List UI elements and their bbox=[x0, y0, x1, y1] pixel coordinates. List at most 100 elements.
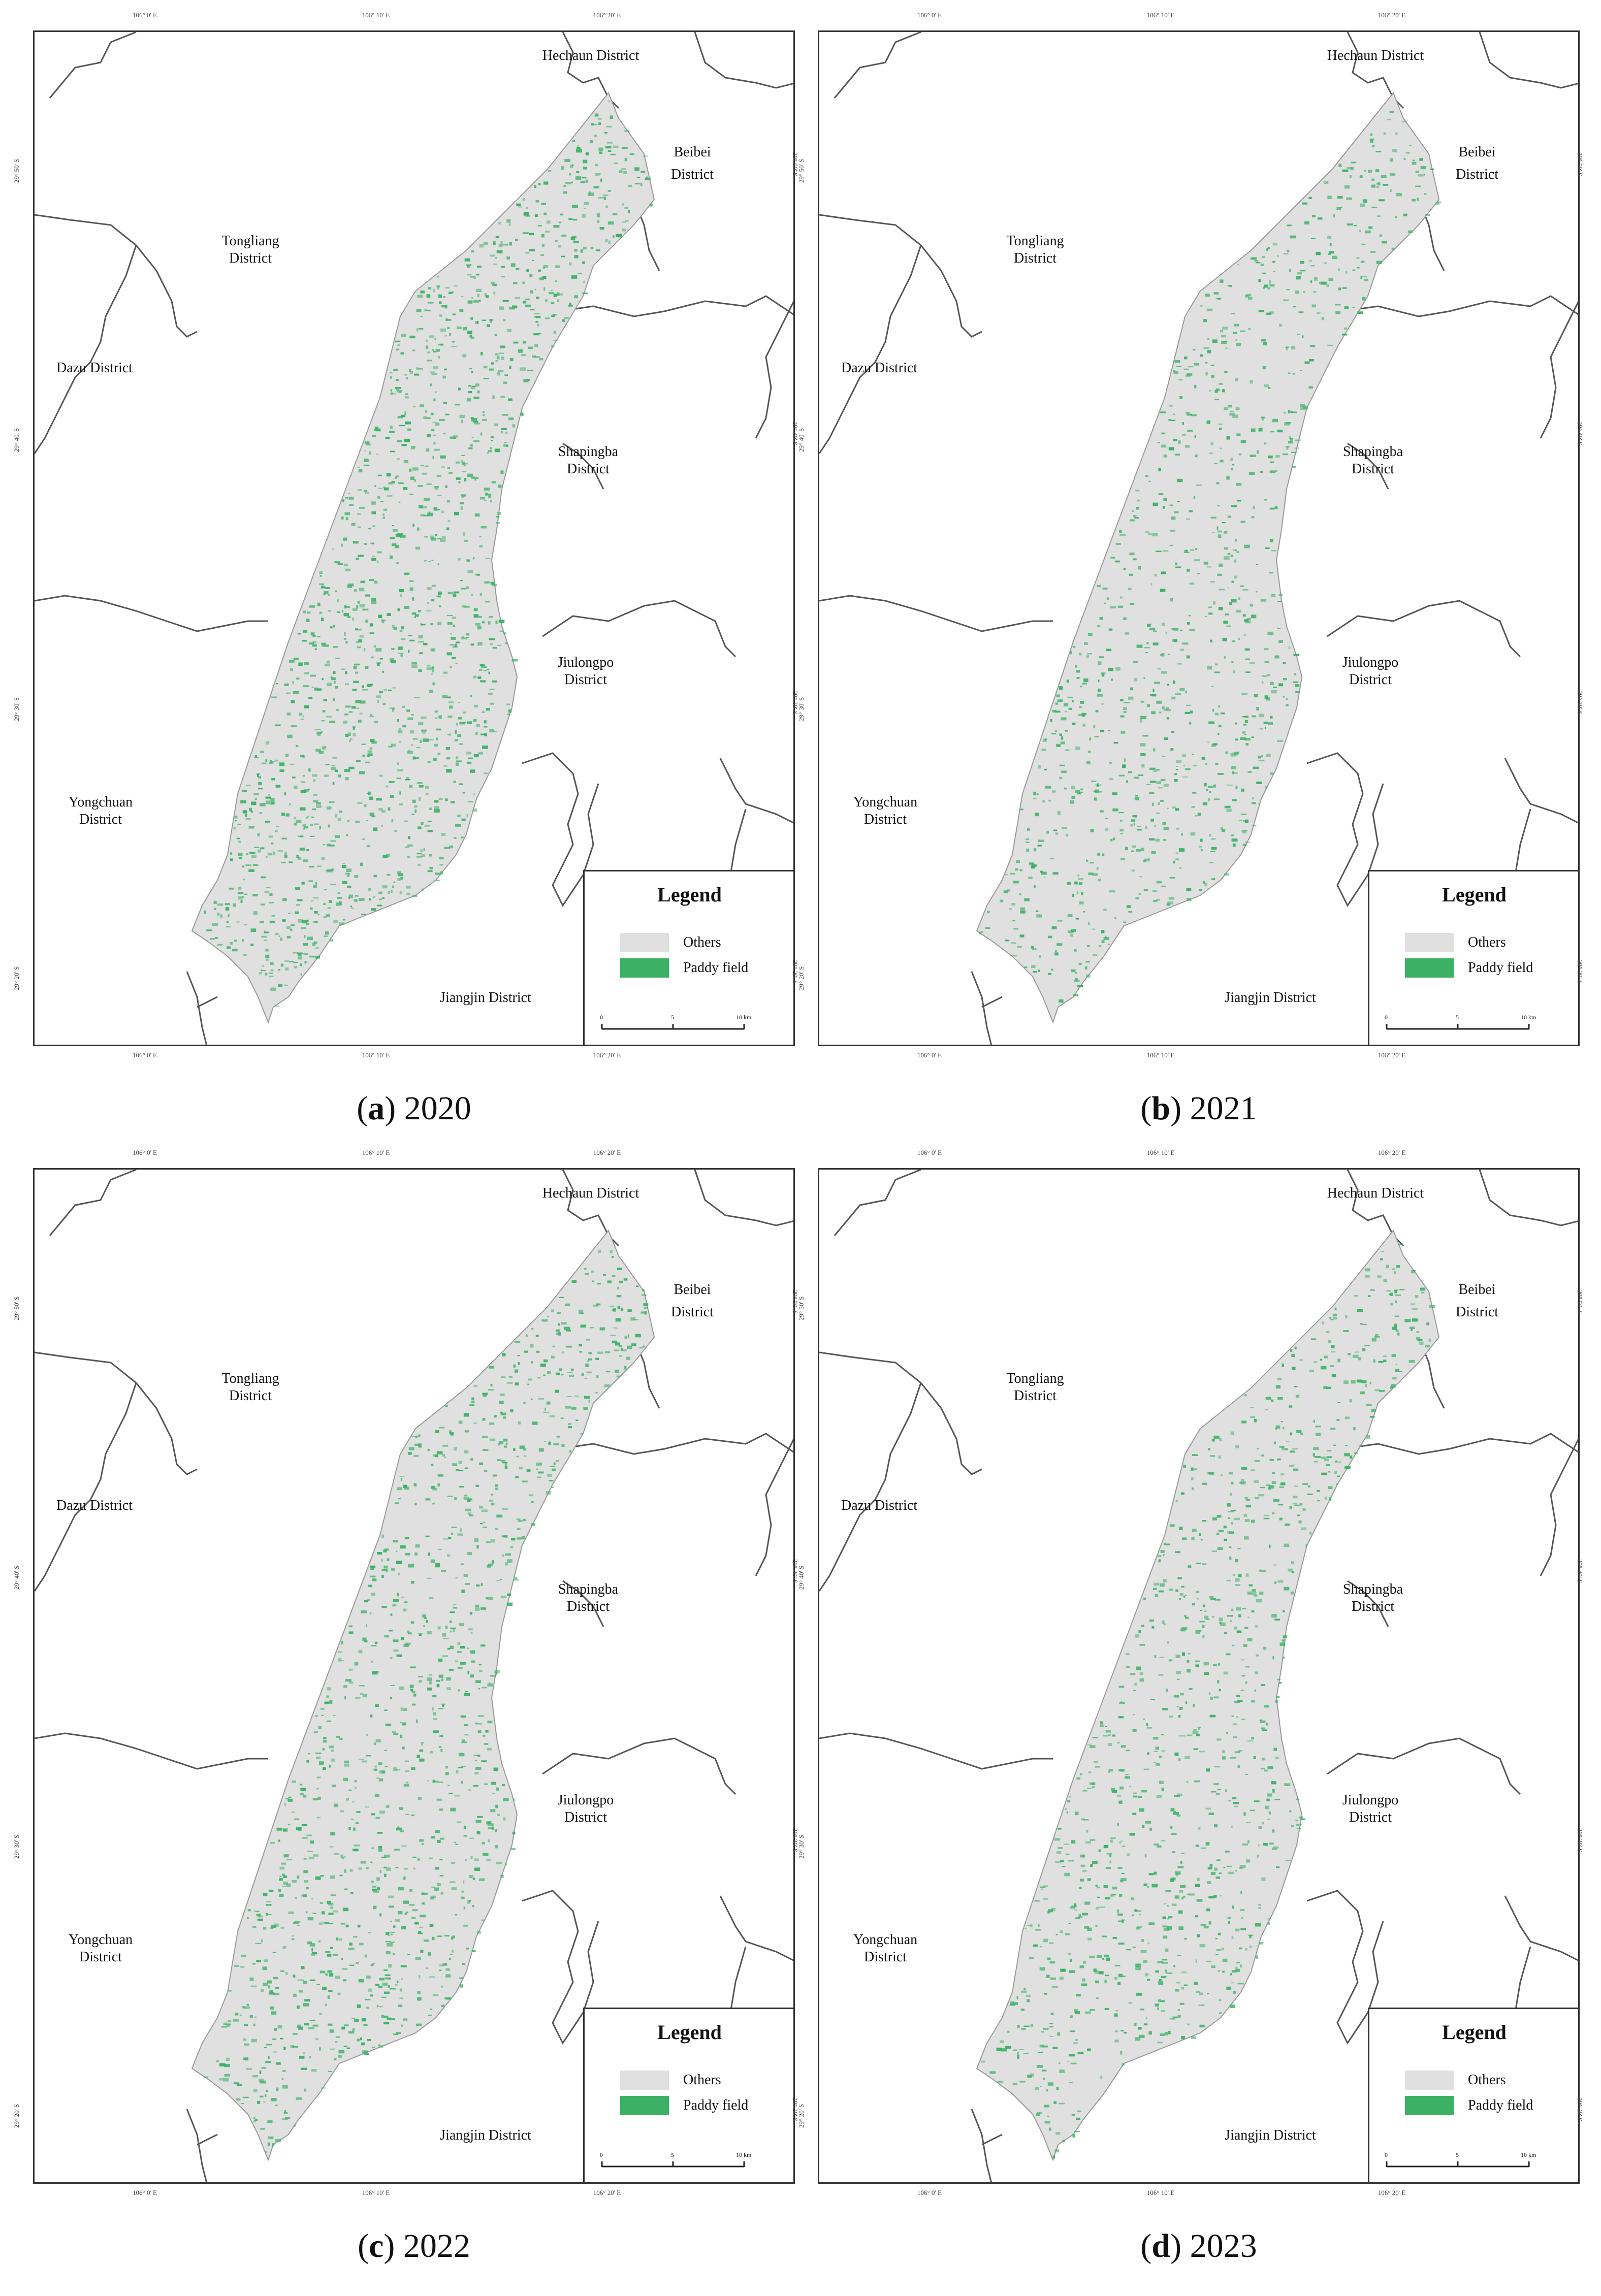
paddy-patch bbox=[1175, 1551, 1180, 1554]
paddy-patch bbox=[1289, 1465, 1294, 1467]
paddy-patch bbox=[429, 739, 434, 740]
paddy-patch bbox=[1217, 1680, 1220, 1684]
paddy-patch bbox=[1039, 2045, 1044, 2048]
lat-tick-label: 29° 20' S bbox=[13, 966, 20, 990]
paddy-patch bbox=[1223, 1671, 1228, 1675]
paddy-patch bbox=[1119, 1702, 1126, 1704]
paddy-patch bbox=[515, 297, 520, 299]
paddy-patch bbox=[351, 1818, 354, 1821]
paddy-patch bbox=[431, 585, 436, 587]
paddy-patch bbox=[1149, 767, 1156, 770]
paddy-patch bbox=[482, 1436, 488, 1438]
paddy-patch bbox=[1262, 1729, 1268, 1731]
paddy-patch bbox=[1250, 1416, 1255, 1418]
paddy-patch bbox=[346, 868, 351, 872]
paddy-patch bbox=[481, 1583, 483, 1586]
paddy-patch bbox=[450, 666, 452, 668]
paddy-patch bbox=[293, 691, 299, 694]
paddy-patch bbox=[432, 456, 434, 459]
paddy-patch bbox=[1266, 312, 1271, 315]
paddy-patch bbox=[1128, 2002, 1132, 2004]
paddy-patch bbox=[1178, 848, 1185, 852]
paddy-patch bbox=[1099, 617, 1103, 620]
paddy-patch bbox=[1078, 878, 1083, 880]
paddy-patch bbox=[371, 741, 377, 744]
paddy-patch bbox=[491, 481, 496, 483]
paddy-patch bbox=[1203, 1662, 1209, 1666]
paddy-patch bbox=[356, 605, 359, 609]
paddy-patch bbox=[490, 1384, 493, 1386]
paddy-patch bbox=[1179, 1593, 1183, 1596]
paddy-patch bbox=[1308, 1485, 1310, 1487]
paddy-patch bbox=[487, 1597, 493, 1600]
paddy-patch bbox=[1207, 349, 1211, 353]
paddy-patch bbox=[557, 293, 563, 296]
paddy-patch bbox=[1383, 1360, 1387, 1363]
paddy-patch bbox=[451, 801, 455, 803]
paddy-patch bbox=[1291, 1571, 1295, 1573]
paddy-patch bbox=[535, 1335, 539, 1337]
paddy-patch bbox=[352, 2028, 355, 2031]
paddy-patch bbox=[1315, 1456, 1321, 1458]
paddy-patch bbox=[282, 898, 287, 901]
paddy-patch bbox=[447, 520, 451, 522]
paddy-patch bbox=[1231, 766, 1236, 769]
paddy-patch bbox=[252, 1926, 257, 1928]
paddy-patch bbox=[1266, 1484, 1270, 1486]
paddy-patch bbox=[1088, 872, 1094, 876]
paddy-patch bbox=[1297, 272, 1302, 275]
paddy-patch bbox=[1262, 417, 1264, 421]
paddy-patch bbox=[361, 1610, 367, 1613]
paddy-patch bbox=[377, 551, 382, 554]
paddy-patch bbox=[260, 2127, 266, 2130]
paddy-patch bbox=[1343, 327, 1348, 330]
paddy-patch bbox=[217, 903, 223, 906]
paddy-patch bbox=[403, 1876, 406, 1880]
paddy-patch bbox=[434, 710, 438, 713]
paddy-patch bbox=[1244, 1536, 1249, 1540]
paddy-patch bbox=[1261, 1570, 1266, 1572]
paddy-patch bbox=[258, 775, 262, 779]
paddy-patch bbox=[1234, 722, 1237, 725]
paddy-patch bbox=[1113, 741, 1118, 744]
paddy-patch bbox=[477, 626, 482, 630]
paddy-patch bbox=[246, 853, 248, 855]
paddy-patch bbox=[1119, 596, 1123, 599]
paddy-patch bbox=[1241, 788, 1244, 792]
paddy-patch bbox=[341, 1958, 343, 1960]
paddy-patch bbox=[437, 1474, 443, 1477]
paddy-patch bbox=[462, 792, 465, 794]
paddy-patch bbox=[1135, 1966, 1141, 1970]
paddy-patch bbox=[1171, 731, 1174, 733]
paddy-patch bbox=[605, 146, 612, 149]
paddy-patch bbox=[404, 411, 406, 415]
paddy-patch bbox=[612, 1275, 616, 1277]
paddy-patch bbox=[1321, 1472, 1327, 1475]
paddy-patch bbox=[246, 2068, 252, 2070]
paddy-patch bbox=[254, 755, 257, 757]
paddy-patch bbox=[297, 2024, 301, 2028]
paddy-patch bbox=[1055, 950, 1057, 952]
paddy-patch bbox=[438, 355, 440, 359]
paddy-patch bbox=[1160, 2000, 1165, 2002]
paddy-patch bbox=[383, 508, 388, 511]
paddy-patch bbox=[436, 1798, 442, 1801]
paddy-patch bbox=[348, 1789, 352, 1791]
lat-tick-label: 29° 30' S bbox=[1576, 691, 1584, 715]
paddy-patch bbox=[1001, 2048, 1007, 2052]
paddy-patch bbox=[1256, 707, 1259, 710]
paddy-patch bbox=[412, 1703, 416, 1706]
paddy-patch bbox=[398, 482, 404, 484]
paddy-patch bbox=[334, 658, 340, 659]
paddy-patch bbox=[462, 463, 468, 465]
paddy-patch bbox=[390, 1942, 395, 1943]
paddy-patch bbox=[1079, 1773, 1082, 1775]
paddy-patch bbox=[321, 586, 326, 589]
paddy-patch bbox=[1219, 1999, 1222, 2001]
paddy-patch bbox=[447, 327, 450, 330]
paddy-patch bbox=[1226, 1732, 1228, 1734]
paddy-patch bbox=[1222, 522, 1226, 524]
paddy-patch bbox=[367, 753, 373, 756]
paddy-patch bbox=[1371, 184, 1375, 188]
paddy-patch bbox=[1264, 661, 1269, 663]
